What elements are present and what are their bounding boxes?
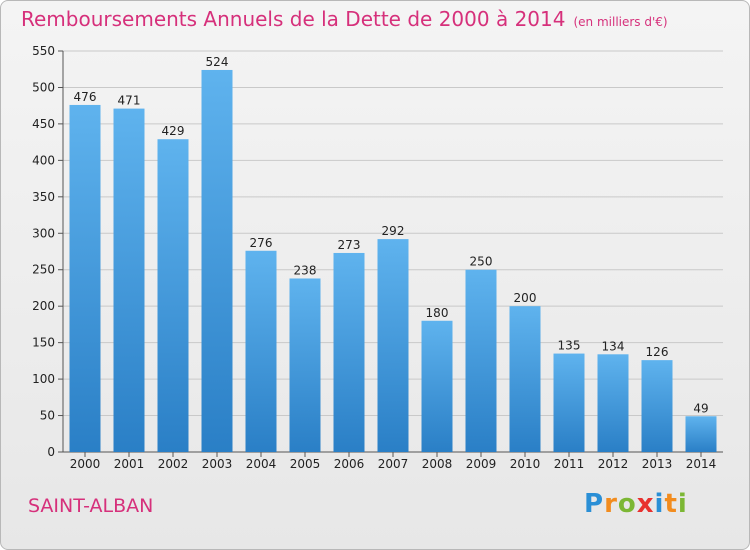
bar-value-label: 276 — [250, 236, 273, 250]
proxiti-logo: Proxiti — [584, 489, 688, 519]
bar-value-label: 476 — [74, 90, 97, 104]
x-tick-label: 2011 — [554, 457, 585, 471]
logo-letter: r — [604, 489, 618, 519]
bar — [421, 320, 453, 452]
y-tick-label: 350 — [32, 190, 55, 204]
bar — [245, 250, 277, 452]
x-tick-label: 2004 — [246, 457, 277, 471]
bar — [641, 360, 673, 452]
x-tick-label: 2005 — [290, 457, 321, 471]
y-tick-label: 250 — [32, 263, 55, 277]
x-tick-label: 2002 — [158, 457, 189, 471]
chart-title: Remboursements Annuels de la Dette de 20… — [21, 7, 668, 31]
x-tick-label: 2014 — [686, 457, 717, 471]
bar — [201, 69, 233, 452]
bar-value-label: 200 — [514, 291, 537, 305]
bar — [377, 239, 409, 452]
y-tick-label: 400 — [32, 153, 55, 167]
y-tick-label: 50 — [40, 409, 55, 423]
y-tick-label: 150 — [32, 336, 55, 350]
bars — [69, 69, 717, 453]
x-tick-label: 2009 — [466, 457, 497, 471]
bar-value-label: 126 — [646, 345, 669, 359]
x-tick-label: 2003 — [202, 457, 233, 471]
bar — [597, 354, 629, 452]
bar — [553, 353, 585, 452]
bar-value-label: 292 — [382, 224, 405, 238]
bar-value-label: 471 — [118, 94, 141, 108]
y-tick-label: 0 — [47, 445, 55, 459]
tick-labels: 0 50 100 150 200 250 300 350 400 450 500 550 2000 200… — [32, 44, 716, 471]
x-tick-label: 2007 — [378, 457, 409, 471]
logo-letter: i — [654, 489, 665, 519]
y-tick-label: 200 — [32, 299, 55, 313]
logo-letter: x — [636, 489, 655, 519]
chart-title-unit: (en milliers d'€) — [573, 15, 668, 29]
chart-title-main: Remboursements Annuels de la Dette de 20… — [21, 7, 566, 31]
y-tick-label: 300 — [32, 226, 55, 240]
x-tick-label: 2006 — [334, 457, 365, 471]
logo-letter: t — [664, 489, 678, 519]
commune-name: SAINT-ALBAN — [28, 495, 154, 517]
value-labels: 476 471 429 524 276 238 273 292 180 250 200 135 134 1… — [74, 55, 709, 415]
x-tick-label: 2008 — [422, 457, 453, 471]
bar-value-label: 49 — [693, 401, 708, 415]
bar-value-label: 134 — [602, 339, 625, 353]
bar — [333, 252, 365, 452]
y-tick-label: 550 — [32, 44, 55, 58]
logo-letter: P — [584, 489, 605, 519]
y-tick-label: 500 — [32, 80, 55, 94]
bar-value-label: 524 — [206, 55, 229, 69]
x-tick-label: 2010 — [510, 457, 541, 471]
x-tick-label: 2001 — [114, 457, 145, 471]
bar — [685, 416, 717, 452]
bar-value-label: 273 — [338, 238, 361, 252]
y-tick-label: 450 — [32, 117, 55, 131]
x-tick-label: 2013 — [642, 457, 673, 471]
bar-value-label: 250 — [470, 255, 493, 269]
bar — [113, 108, 145, 453]
y-tick-label: 100 — [32, 372, 55, 386]
bar — [69, 104, 101, 452]
logo-letter: o — [617, 489, 637, 519]
x-tick-label: 2000 — [70, 457, 101, 471]
x-tick-label: 2012 — [598, 457, 629, 471]
bar-value-label: 429 — [162, 124, 185, 138]
bar-value-label: 180 — [426, 306, 449, 320]
bar — [465, 269, 497, 452]
logo-letter: i — [677, 489, 688, 519]
bar — [509, 306, 541, 452]
bar — [289, 278, 321, 452]
bar — [157, 139, 189, 452]
bar-value-label: 135 — [558, 339, 581, 353]
bar-value-label: 238 — [294, 263, 317, 277]
